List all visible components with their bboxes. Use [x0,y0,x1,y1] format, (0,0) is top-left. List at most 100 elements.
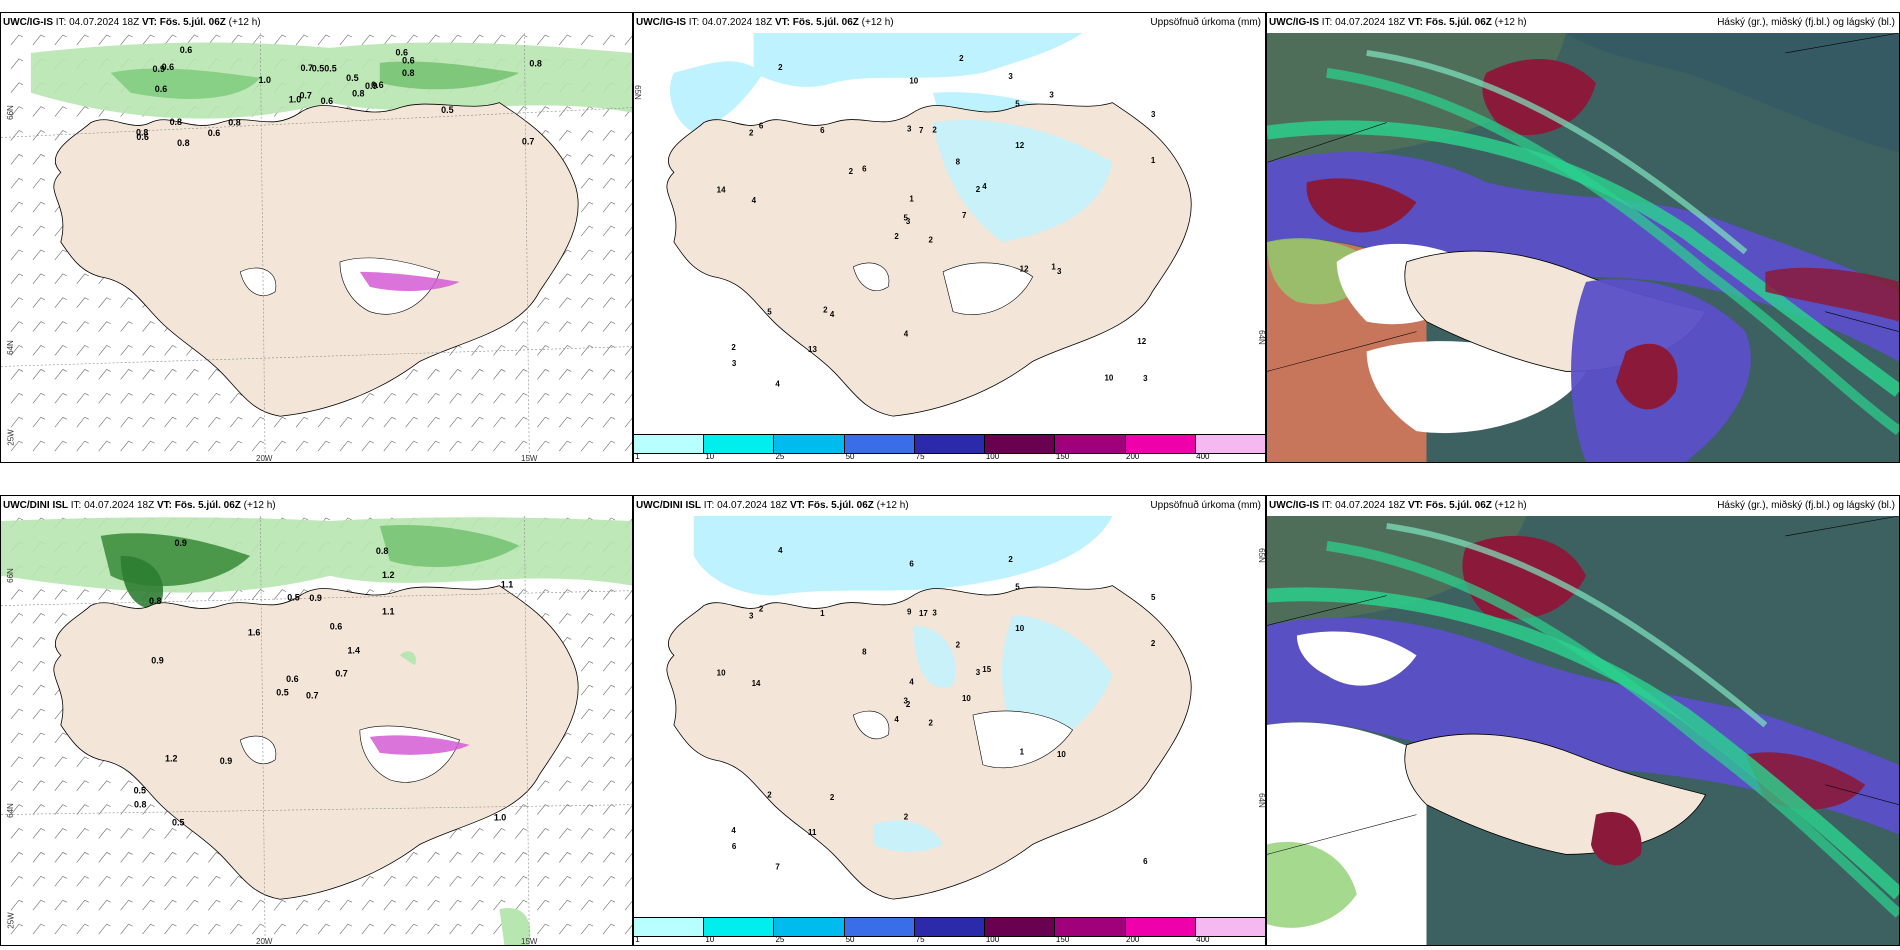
wind-barb [164,875,177,887]
wind-barb [449,440,462,452]
value-label: 0.5 [441,105,453,115]
wind-barb [580,899,594,911]
wind-barb [54,321,67,332]
value-label: 0.7 [522,136,534,146]
value-label: 7 [962,211,967,220]
wind-barb [230,899,243,911]
wind-barb [32,708,45,720]
wind-barb [98,392,111,404]
wind-barb [624,805,632,815]
wind-barb [361,899,374,911]
wind-barb [32,416,45,428]
wind-barb [32,780,45,791]
wind-barb [120,780,133,791]
wind-barb [76,828,89,839]
wind-barb [295,34,309,46]
legend-tick: 10 [705,935,715,944]
wind-barb [10,637,24,648]
wind-barb [624,877,632,887]
wind-barb [383,34,396,46]
legend-swatch [704,435,775,453]
wind-barb [32,392,45,404]
value-label: 4 [778,546,783,555]
value-label: 0.7 [301,63,313,73]
wind-barb [602,780,616,791]
wind-barb [602,392,616,404]
wind-barb [580,201,594,213]
wind-barb [602,637,616,648]
wind-barb [624,441,632,452]
value-label: 4 [830,310,835,319]
wind-barb [449,923,462,935]
legend-swatch [704,918,775,936]
wind-barb [120,369,133,380]
wind-barb [383,923,396,935]
wind-barb [580,684,594,696]
wind-barb [186,899,199,911]
wind-barb [624,757,632,768]
wind-barb [54,875,67,887]
value-label: 8 [956,158,961,167]
value-label: 0.9 [153,64,165,74]
value-label: 0.8 [177,138,189,148]
wind-barb [317,923,331,935]
wind-barb [32,804,45,815]
value-label: 12 [1015,141,1024,150]
wind-barb [10,321,24,332]
legend-tick: 200 [1126,935,1140,944]
value-label: 7 [775,862,780,871]
wind-barb [361,34,374,46]
wind-barb [602,660,616,672]
axis-lat64-right: 64N [1257,330,1266,345]
wind-barb [54,899,67,911]
legend-tick: 50 [845,935,855,944]
value-label: 1.0 [494,813,506,823]
wind-barb [624,250,632,261]
value-label: 1.0 [289,95,301,105]
wind-barb [208,416,221,428]
wind-barb [624,638,632,648]
wind-barb [537,440,550,452]
value-label: 0.8 [352,88,364,98]
value-label: 2 [904,813,909,822]
wind-barb [10,613,24,624]
wind-barb [54,297,67,308]
wind-barb [537,780,550,791]
wind-barb [32,106,45,117]
value-label: 0.8 [529,59,541,69]
wind-barb [515,392,528,404]
wind-barb [76,34,89,46]
wind-barb [624,179,632,189]
wind-barb [339,899,353,911]
wind-barb [142,923,155,935]
wind-barb [558,34,572,46]
axis-lat64: 64N [5,803,15,818]
value-label: 1 [909,195,914,204]
wind-barb [580,273,594,285]
value-label: 4 [982,182,987,191]
value-label: 0.8 [376,546,388,556]
wind-barb [10,154,24,165]
wind-barb [580,780,594,791]
wind-barb [54,369,67,380]
panel-ig-clouds: UWC/IG-IS IT: 04.07.2024 18Z VT: Fös. 5.… [1266,12,1900,463]
wind-barb [580,130,594,141]
wind-barb [164,923,177,935]
value-label: 2 [956,641,961,650]
wind-barb [383,440,396,452]
wind-barb [251,589,265,600]
wind-barb [602,684,616,696]
cloud-map [1267,33,1899,462]
wind-barb [142,440,155,452]
wind-barb [624,155,632,165]
wind-barb [602,34,616,46]
legend-tick: 75 [915,935,925,944]
wind-barb [32,756,45,768]
wind-barb [537,416,550,428]
wind-barb [186,369,199,380]
wind-barb [164,416,177,428]
wind-barb [602,225,616,237]
legend-swatch [774,918,845,936]
wind-barb [602,589,616,600]
value-label: 1 [820,609,825,618]
